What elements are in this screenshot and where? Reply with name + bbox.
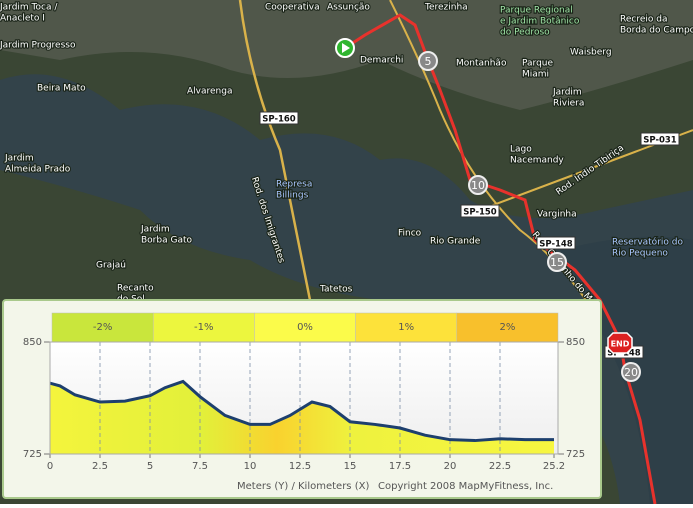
place-label: Almeida Prado <box>5 165 71 175</box>
place-label: Alvarenga <box>187 87 232 97</box>
marker-circle <box>547 252 567 272</box>
plot-border <box>49 341 559 455</box>
place-label: Demarchi <box>360 56 403 66</box>
place-label: Parque Regional <box>500 6 573 16</box>
marker-label: 15 <box>550 256 564 269</box>
marker-label: 20 <box>624 366 638 379</box>
marker-label: 5 <box>425 55 432 68</box>
grade-band <box>456 312 559 343</box>
road-label: SP-160 <box>262 115 296 125</box>
shield-box <box>460 204 500 218</box>
place-label: Jardim <box>4 154 34 164</box>
grade-label: 1% <box>398 322 414 333</box>
grade-label: 0% <box>297 322 313 333</box>
grade-band <box>355 312 458 343</box>
place-label: Jardim Progresso <box>0 41 76 51</box>
highway <box>479 129 693 211</box>
place-label: Beira Mato <box>37 84 86 94</box>
place-label: Nacemandy <box>510 156 564 166</box>
shield-box <box>536 236 576 250</box>
route-marker[interactable]: 10 <box>468 175 488 195</box>
place-label: Rio Grande <box>430 237 481 247</box>
grade-label: -2% <box>93 322 112 333</box>
grade-band <box>51 312 154 343</box>
elevation-chart: -2% -1% 0% 1% 2% 0 2.5 5 7.5 10 12.5 15 17.5 20 22.5 25… <box>23 312 585 492</box>
route-marker[interactable]: 5 <box>418 51 438 71</box>
grade-label: -1% <box>194 322 213 333</box>
grade-label: 2% <box>499 322 515 333</box>
shield-box <box>640 132 680 146</box>
place-label: Terezinha <box>424 3 468 13</box>
road-label: SP-148 <box>539 240 573 250</box>
x-tick-label: 7.5 <box>192 461 208 472</box>
elevation-line <box>49 379 554 443</box>
place-label: Jardim <box>140 225 170 235</box>
marker-circle <box>468 175 488 195</box>
place-label: Miami <box>522 70 549 80</box>
water <box>0 74 693 505</box>
x-tick-label: 10 <box>244 461 257 472</box>
x-tick-label: 5 <box>147 461 153 472</box>
route-marker[interactable]: END <box>607 332 633 354</box>
shield-box <box>259 111 299 125</box>
place-label: Recreio da <box>620 15 667 25</box>
road-shield: SP-148 <box>536 236 576 250</box>
place-label: Tatetos <box>319 285 353 295</box>
place-label: e Jardim Botânico <box>500 17 580 27</box>
place-label: Recanto <box>117 284 154 294</box>
place-label: Jardim <box>552 88 582 98</box>
place-label: Parque <box>522 59 553 69</box>
x-tick-label: 17.5 <box>389 461 411 472</box>
road-label: SP-150 <box>463 208 497 218</box>
x-tick-label: 20 <box>444 461 457 472</box>
y-tick-label: 850 <box>23 337 42 348</box>
place-label: Jardim Toca / <box>0 3 58 13</box>
place-label: Cooperativa <box>265 3 320 13</box>
place-label: Anacleto I <box>0 14 45 24</box>
place-label: Finco <box>398 229 422 239</box>
place-label: Represa <box>276 180 312 190</box>
axis-label: Meters (Y) / Kilometers (X) <box>237 481 369 492</box>
place-label: Rio Pequeno <box>612 249 668 259</box>
place-label: Varginha <box>537 210 577 220</box>
marker-label: 10 <box>471 179 485 192</box>
y-tick-label: 850 <box>566 337 585 348</box>
place-label: Reservatório do <box>612 237 683 248</box>
x-tick-label: 25.2 <box>543 461 565 472</box>
copyright: Copyright 2008 MapMyFitness, Inc. <box>378 481 553 492</box>
place-label: do Pedroso <box>500 28 550 38</box>
x-tick-label: 22.5 <box>489 461 511 472</box>
highway <box>238 0 312 301</box>
place-label: Lago <box>510 145 532 155</box>
marker-circle <box>621 362 641 382</box>
place-label: Assunção <box>327 3 370 13</box>
grade-band <box>254 312 356 343</box>
end-sign <box>607 332 633 354</box>
route-markers: 5 10 15 END 20 <box>418 51 641 382</box>
x-tick-label: 15 <box>344 461 357 472</box>
place-label: Waisberg <box>570 48 612 58</box>
x-tick-label: 2.5 <box>92 461 108 472</box>
place-label: Grajaú <box>96 261 126 271</box>
x-tick-label: 12.5 <box>289 461 311 472</box>
place-label: Borda do Campo <box>620 26 693 36</box>
y-tick-label: 725 <box>566 449 585 460</box>
road-shield: SP-150 <box>460 204 500 218</box>
road-shield: SP-160 <box>259 111 299 125</box>
place-label: Riviera <box>553 99 584 109</box>
route-marker[interactable]: 20 <box>621 362 641 382</box>
start-icon <box>342 43 350 53</box>
x-tick-label: 0 <box>47 461 53 472</box>
place-label: Borba Gato <box>141 236 192 246</box>
y-tick-label: 725 <box>23 449 42 460</box>
place-label: Montanhão <box>456 59 507 69</box>
road-label: SP-031 <box>643 136 677 146</box>
route-marker[interactable]: 15 <box>547 252 567 272</box>
place-label: Billings <box>276 191 309 201</box>
road-shield: SP-031 <box>640 132 680 146</box>
marker-label: END <box>611 340 630 349</box>
marker-circle <box>418 51 438 71</box>
